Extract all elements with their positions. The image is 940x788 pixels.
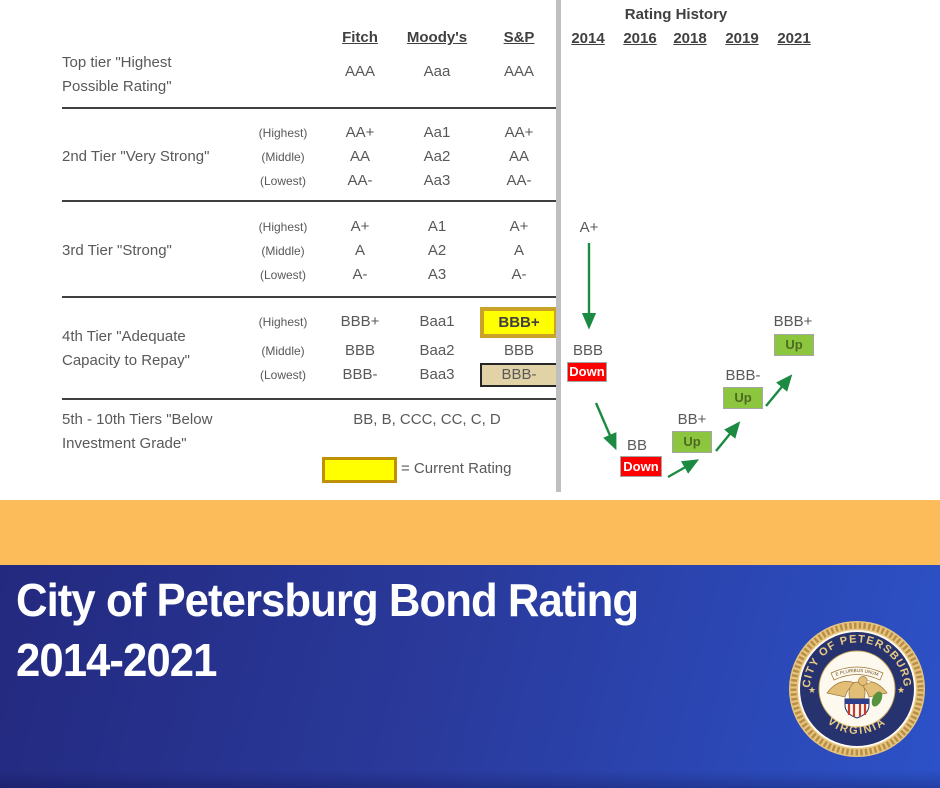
eagle-icon: E PLURIBUS UNUM [826, 666, 888, 719]
panel-divider [556, 0, 561, 492]
row-sublabel: (Highest) [258, 315, 308, 329]
history-rating-label: BBB+ [773, 313, 813, 330]
down-badge-2016: Down [620, 456, 662, 477]
orange-band [0, 500, 940, 565]
rating-cell: A- [352, 266, 368, 283]
row-sublabel: (Highest) [258, 220, 308, 234]
rating-cell: A+ [350, 218, 370, 235]
row-sublabel: (Lowest) [259, 368, 306, 382]
history-rating-label: BBB- [725, 367, 761, 384]
rating-history-title: Rating History [624, 6, 728, 23]
rating-cell: AA+ [504, 124, 534, 141]
rating-cell: Aaa [423, 63, 451, 80]
tier-label-3rd: 3rd Tier "Strong" [62, 242, 172, 259]
rating-cell: AA [508, 148, 529, 165]
year-header-2019: 2019 [725, 30, 759, 47]
slide-title: City of Petersburg Bond Rating 2014-2021 [16, 570, 639, 690]
rating-cell: Baa2 [419, 342, 455, 359]
rating-cell: BBB [344, 342, 375, 359]
year-header-2021: 2021 [777, 30, 811, 47]
down-arrow-2014-2016 [594, 402, 617, 451]
seal-rope-ring [790, 622, 924, 756]
below-grade-values: BB, B, CCC, CC, C, D [353, 411, 501, 428]
down-badge-2014: Down [567, 362, 607, 382]
rating-cell: AA- [347, 172, 373, 189]
city-seal: CITY OF PETERSBURG VIRGINIA ★ ★ E PLURIB… [789, 621, 925, 757]
row-sublabel: (Middle) [261, 150, 305, 164]
blue-band [0, 565, 940, 788]
up-arrow-2018-2019 [715, 421, 741, 452]
seal-star-left-icon: ★ [808, 685, 816, 695]
tier-label-top-line1: Top tier "Highest [62, 54, 172, 71]
current-rating-legend-label: = Current Rating [401, 460, 512, 477]
rating-cell: AAA [503, 63, 534, 80]
row-sublabel: (Highest) [258, 126, 308, 140]
rating-cell: Baa1 [419, 313, 455, 330]
start-rating-label: A+ [579, 219, 599, 236]
row-sublabel: (Middle) [261, 244, 305, 258]
column-header-moodys: Moody's [406, 29, 468, 46]
rating-cell: AA- [506, 172, 532, 189]
past-rating-cell-sp-bbb-minus: BBB- [480, 363, 558, 387]
rating-cell: AA+ [345, 124, 375, 141]
tier-label-top-line2: Possible Rating" [62, 78, 172, 95]
rating-cell: BBB- [342, 366, 378, 383]
rating-cell: A1 [427, 218, 447, 235]
year-header-2016: 2016 [623, 30, 657, 47]
table-divider [62, 200, 556, 202]
column-header-sp: S&P [503, 29, 535, 46]
current-rating-legend-swatch [322, 457, 397, 483]
table-divider [62, 107, 556, 109]
rating-cell: Baa3 [419, 366, 455, 383]
history-rating-label: BBB [572, 342, 603, 359]
up-badge-2019: Up [723, 387, 763, 409]
column-header-fitch: Fitch [342, 29, 378, 46]
tier-label-below-grade-line1: 5th - 10th Tiers "Below [62, 411, 213, 428]
row-sublabel: (Middle) [261, 344, 305, 358]
seal-motto-text: E PLURIBUS UNUM [835, 668, 879, 677]
slide-title-line2: 2014-2021 [16, 634, 217, 686]
row-sublabel: (Lowest) [259, 174, 306, 188]
rating-cell: Aa1 [423, 124, 451, 141]
tier-label-4th-line2: Capacity to Repay" [62, 352, 190, 369]
tier-label-below-grade-line2: Investment Grade" [62, 435, 187, 452]
up-arrow-2019-2021 [765, 374, 793, 407]
rating-cell: A [513, 242, 524, 259]
rating-cell: A- [511, 266, 527, 283]
year-header-2014: 2014 [571, 30, 605, 47]
row-sublabel: (Lowest) [259, 268, 306, 282]
tier-label-2nd: 2nd Tier "Very Strong" [62, 148, 210, 165]
rating-cell: AA [349, 148, 370, 165]
slide-title-line1: City of Petersburg Bond Rating [16, 574, 639, 626]
rating-cell: A [354, 242, 365, 259]
rating-cell: AAA [344, 63, 375, 80]
history-rating-label: BB [626, 437, 647, 454]
year-header-2018: 2018 [673, 30, 707, 47]
current-rating-cell-sp-bbb-plus: BBB+ [480, 307, 558, 338]
rating-cell: BBB [503, 342, 534, 359]
up-badge-2021: Up [774, 334, 814, 356]
up-badge-2018: Up [672, 431, 712, 453]
seal-star-right-icon: ★ [897, 685, 905, 695]
up-arrow-2016-2018 [667, 459, 700, 479]
rating-cell: A+ [509, 218, 529, 235]
rating-cell: Aa2 [423, 148, 451, 165]
tier-label-4th-line1: 4th Tier "Adequate [62, 328, 186, 345]
history-rating-label: BB+ [677, 411, 707, 428]
rating-cell: A2 [427, 242, 447, 259]
table-divider [62, 296, 556, 298]
rating-cell: A3 [427, 266, 447, 283]
rating-cell: BBB+ [340, 313, 380, 330]
rating-cell: Aa3 [423, 172, 451, 189]
table-divider [62, 398, 556, 400]
